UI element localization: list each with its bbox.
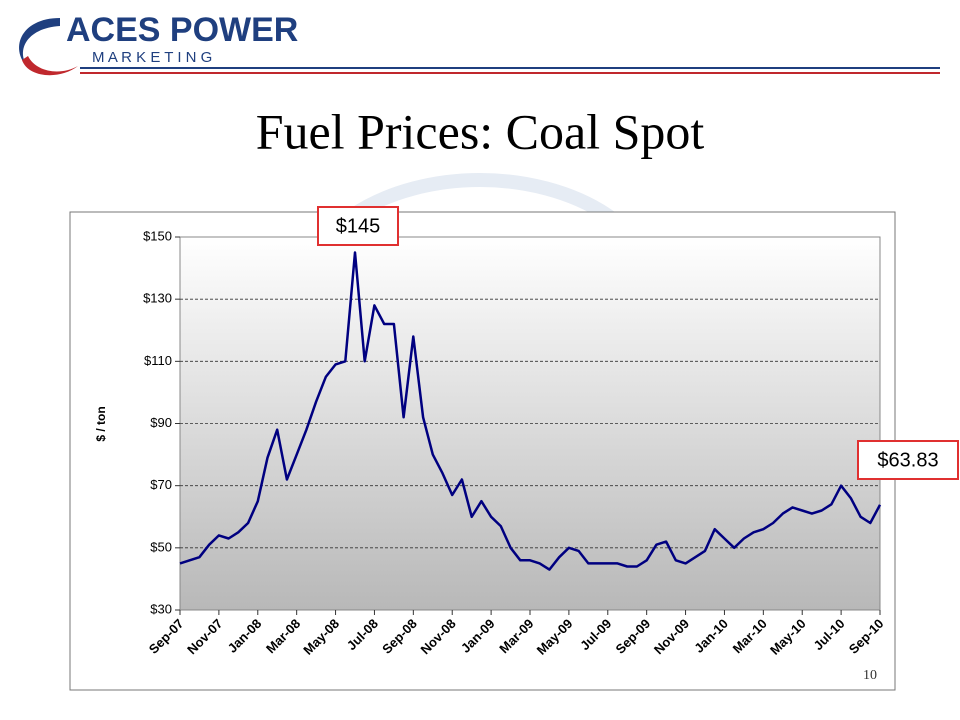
logo-swoosh-red	[22, 56, 78, 76]
y-tick-label: $130	[143, 291, 172, 306]
y-axis-label: $ / ton	[94, 406, 108, 441]
y-tick-label: $30	[150, 601, 172, 616]
annotation: $145	[336, 215, 381, 237]
logo-tagline: M A R K E T I N G	[92, 49, 212, 66]
annotation-box	[317, 206, 399, 246]
y-tick-label: $50	[150, 539, 172, 554]
slide-title: Fuel Prices: Coal Spot	[256, 103, 705, 159]
line-series	[179, 251, 882, 571]
annotation-box	[857, 440, 959, 480]
logo-swoosh	[19, 18, 60, 70]
page-number: 10	[863, 668, 877, 683]
y-tick-label: $70	[150, 477, 172, 492]
logo: ACES POWER M A R K E T I N G	[19, 11, 298, 76]
y-tick-label: $90	[150, 415, 172, 430]
y-tick-label: $150	[143, 228, 172, 243]
logo-name: ACES POWER	[66, 11, 298, 49]
y-tick-label: $110	[144, 353, 172, 368]
annotation: $63.83	[877, 449, 938, 471]
